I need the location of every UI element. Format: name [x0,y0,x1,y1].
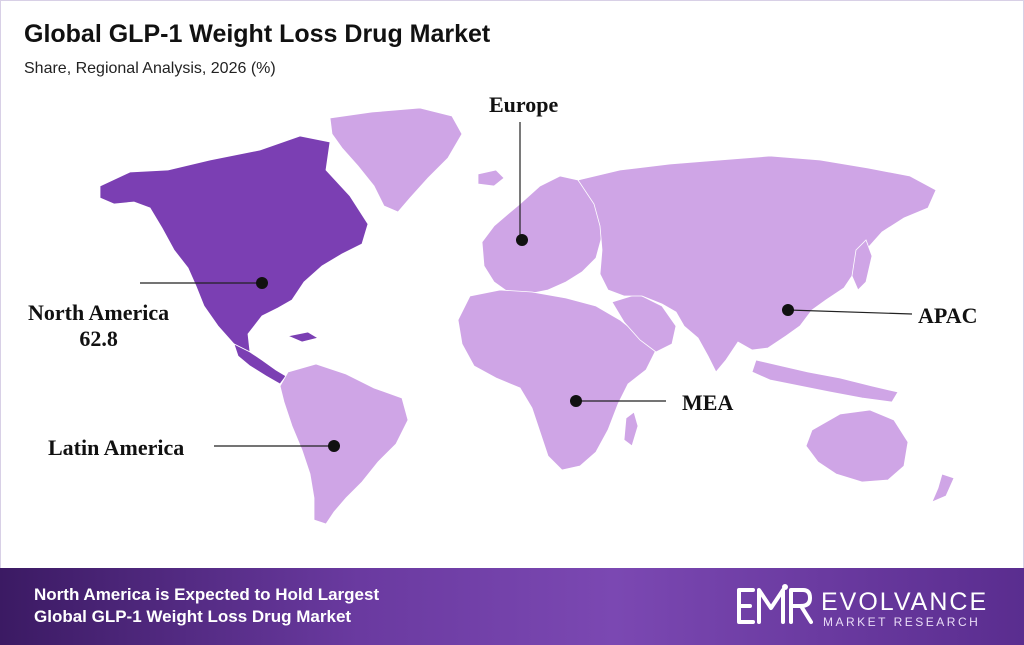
region-shape-north-america[interactable] [99,135,369,353]
world-map [99,107,955,525]
label-latin-america: Latin America [48,435,185,460]
label-north-america: North America 62.8 [28,300,169,352]
label-europe: Europe [489,92,559,117]
region-shape-central-america[interactable] [233,343,287,385]
brand-logo[interactable]: EVOLVANCE MARKET RESEARCH [735,580,1005,634]
marker-latin-america[interactable] [328,440,340,452]
region-shape-iceland[interactable] [477,169,505,187]
page-subtitle: Share, Regional Analysis, 2026 (%) [24,60,276,77]
label-north-america-name: North America [28,300,170,325]
page-title: Global GLP-1 Weight Loss Drug Market [24,20,491,48]
label-mea: MEA [682,390,734,415]
brand-logo-icon [737,584,813,624]
brand-name: EVOLVANCE [821,588,989,616]
brand-tagline: MARKET RESEARCH [823,615,981,629]
footer-message: North America is Expected to Hold Larges… [34,584,379,628]
label-north-america-value: 62.8 [79,326,118,351]
marker-mea[interactable] [570,395,582,407]
region-shape-greenland[interactable] [329,107,463,213]
region-shape-southeast-asia[interactable] [751,359,899,403]
region-shape-madagascar[interactable] [623,411,639,447]
region-shape-asia[interactable] [577,155,937,373]
footer-banner: North America is Expected to Hold Larges… [0,568,1024,645]
marker-apac[interactable] [782,304,794,316]
label-apac: APAC [918,303,978,328]
region-shape-south-america[interactable] [279,363,409,525]
region-shape-australia[interactable] [805,409,909,483]
region-shape-africa[interactable] [457,289,657,471]
footer-line-1: North America is Expected to Hold Larges… [34,585,380,604]
leader-line-apac [787,309,913,315]
footer-line-2: Global GLP-1 Weight Loss Drug Market [34,607,352,626]
region-shape-europe[interactable] [481,175,603,295]
region-shape-new-zealand[interactable] [931,473,955,503]
marker-north-america[interactable] [256,277,268,289]
region-shape-japan[interactable] [851,239,873,291]
marker-europe[interactable] [516,234,528,246]
region-shape-caribbean[interactable] [286,331,320,343]
